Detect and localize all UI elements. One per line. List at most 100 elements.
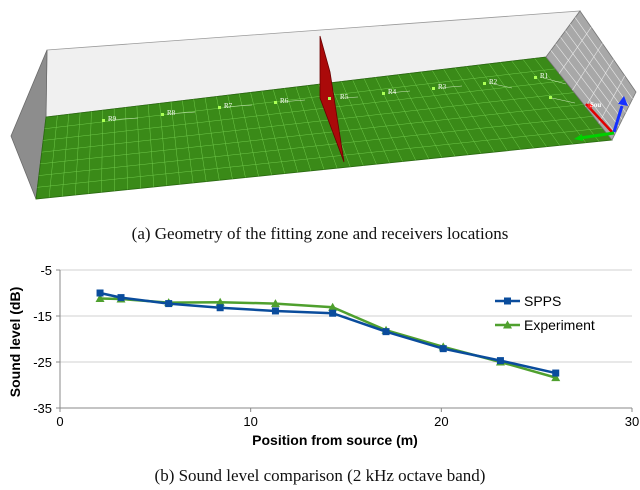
floor-grid-line <box>523 59 587 143</box>
sound-level-chart: -5 -15 -25 -35 0 10 20 30 Position from source … <box>7 263 639 448</box>
wall-grid-line <box>570 23 630 106</box>
floor-grid-line <box>204 97 220 181</box>
receiver-r5-label: R5 <box>340 93 349 101</box>
floor-grid-line <box>88 111 92 194</box>
floor-grid-line <box>159 103 168 186</box>
spps-data-point <box>96 289 104 297</box>
receiver-r1-marker <box>534 76 537 79</box>
receiver-r4-marker <box>382 92 385 95</box>
wall-grid-line <box>565 30 626 113</box>
x-tick-label: 10 <box>243 414 257 429</box>
spps-data-point <box>165 300 173 308</box>
floor-grid-line <box>40 104 584 165</box>
source-label: Sou <box>590 101 601 109</box>
floor-grid-line <box>75 112 81 195</box>
floor-grid-line <box>238 93 259 177</box>
spps-data-point <box>117 294 125 302</box>
receiver-r6-label: R6 <box>280 97 289 105</box>
floor-grid-line <box>216 96 233 179</box>
floor-grid-line <box>101 110 104 193</box>
floor-grid-line <box>466 66 521 150</box>
chart-gridlines <box>60 269 632 409</box>
experiment-data-point <box>551 373 561 382</box>
y-tick-label: -5 <box>40 263 52 278</box>
floor-grid-line <box>477 65 534 149</box>
floor-grid-line <box>273 89 299 173</box>
wall-grid-line <box>560 37 623 120</box>
geometry-figure: R9 R8 R7 R6 R5 R4 R3 R2 R1 Sou <box>10 10 637 200</box>
floor-grid-line <box>488 63 547 147</box>
legend-spps-label: SPPS <box>524 293 561 309</box>
spps-data-point <box>552 369 560 377</box>
floor-grid-line <box>48 115 58 198</box>
receiver-r9-label: R9 <box>108 115 117 123</box>
blue-axis <box>612 105 624 133</box>
spps-data-point <box>439 345 447 353</box>
floor-grid-line <box>398 74 443 158</box>
chart-series <box>95 289 561 382</box>
floor-grid-line <box>136 106 141 189</box>
green-axis-arrow-icon <box>574 134 583 141</box>
y-tick-label: -25 <box>33 355 52 370</box>
receiver-r8-label: R8 <box>167 109 176 117</box>
receiver-r1-label: R1 <box>540 72 549 80</box>
chart-tick-labels: -5 -15 -25 -35 0 10 20 30 <box>33 263 639 429</box>
receiver-markers: R9 R8 R7 R6 R5 R4 R3 R2 R1 <box>102 72 552 123</box>
floor-grid-line <box>295 86 325 170</box>
legend-spps-marker <box>504 297 511 305</box>
wall-grid-line <box>550 50 616 134</box>
floor-grid-line <box>511 60 573 145</box>
experiment-data-point <box>215 297 225 306</box>
floor-grid <box>37 58 603 198</box>
experiment-data-point <box>270 299 280 308</box>
receiver-r7-label: R7 <box>224 102 233 110</box>
receiver-r6-marker <box>274 101 277 104</box>
floor-grid-line <box>37 127 603 188</box>
floor-grid-line <box>182 100 194 183</box>
floor-grid-line <box>341 81 377 165</box>
chart-legend: SPPS Experiment <box>495 293 595 333</box>
wall-grid-line <box>585 59 614 107</box>
experiment-data-point <box>328 302 338 311</box>
floor-grid-line <box>261 91 285 174</box>
blue-axis-arrow-icon <box>618 96 628 106</box>
floor-grid-line <box>307 85 338 169</box>
wall-grid-line <box>558 27 592 74</box>
floor-grid-line <box>352 80 390 163</box>
floor-grid-line <box>375 77 416 161</box>
floor-grid-line <box>170 101 181 185</box>
y-tick-label: -35 <box>33 401 52 416</box>
receiver-r4-label: R4 <box>388 88 397 96</box>
spps-data-point <box>271 307 279 315</box>
source-axes: Sou <box>574 96 628 141</box>
spps-data-point <box>382 328 390 336</box>
receiver-extra-marker <box>549 96 552 99</box>
x-tick-label: 30 <box>625 414 639 429</box>
source-red-axis <box>585 103 613 133</box>
wall-grid-line <box>555 43 620 127</box>
floor-grid-line <box>500 62 560 146</box>
wall-grid-line <box>598 75 626 124</box>
figure-b-caption: (b) Sound level comparison (2 kHz octave… <box>154 466 486 485</box>
x-tick-label: 20 <box>434 414 448 429</box>
floor-grid-line <box>534 58 600 142</box>
floor-grid-line <box>420 71 469 155</box>
wall-grid-line <box>572 43 603 91</box>
floor-grid-line <box>386 75 429 159</box>
floor-grid-line <box>41 92 575 153</box>
receiver-r8-marker <box>161 113 164 116</box>
receiver-r3-marker <box>432 87 435 90</box>
receiver-r7-marker <box>218 106 221 109</box>
experiment-series-line <box>100 297 557 379</box>
receiver-r9-marker <box>102 119 105 122</box>
floor-grid-line <box>227 95 246 178</box>
floor-grid-line <box>329 82 364 166</box>
y-axis-label: Sound level (dB) <box>7 287 23 397</box>
source-marker <box>587 103 593 109</box>
screen-barrier <box>319 35 345 163</box>
legend-experiment-marker <box>503 320 512 329</box>
chart-axes <box>56 269 633 412</box>
floor-grid-line <box>454 67 508 151</box>
green-axis <box>579 131 615 140</box>
floor-grid-line <box>363 78 403 162</box>
